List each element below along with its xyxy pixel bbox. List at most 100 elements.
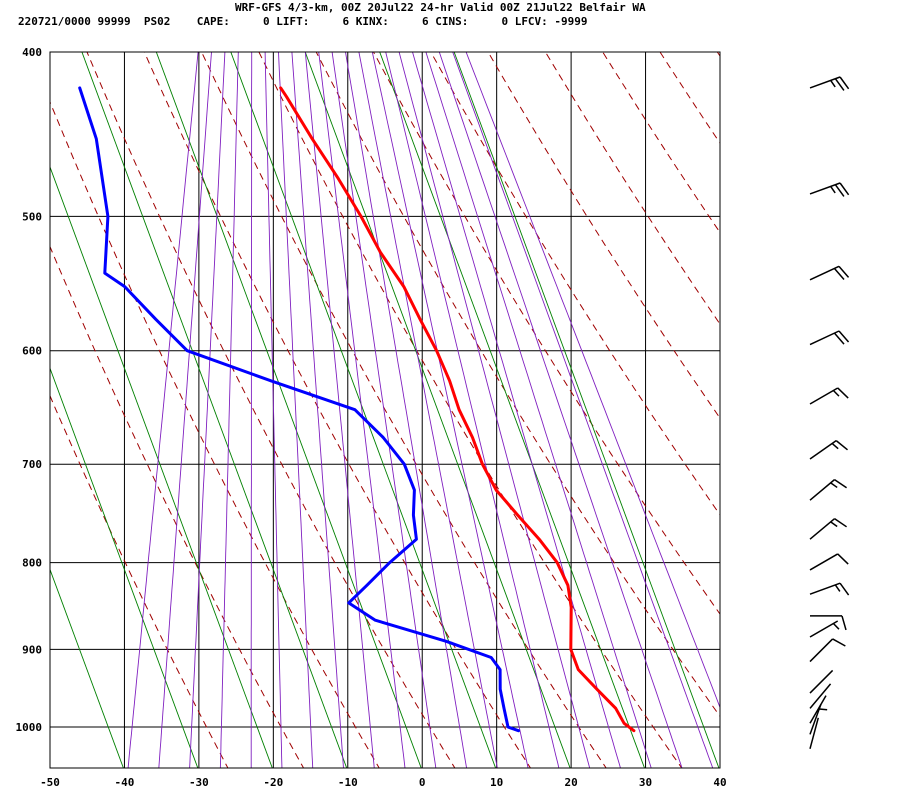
- plot-frame: [49, 51, 721, 769]
- wind-barb: [809, 582, 850, 596]
- sounding-indices: 220721/0000 99999 PS02 CAPE: 0 LIFT: 6 K…: [18, 15, 588, 28]
- p-tick-label: 500: [22, 210, 42, 223]
- barb-half-flag: [832, 389, 840, 397]
- x-tick-label: 30: [639, 776, 652, 789]
- barb-shaft: [809, 387, 839, 405]
- dry-adiabat: [659, 52, 720, 145]
- barb-half-flag: [830, 482, 838, 489]
- dry-adiabat: [487, 52, 720, 420]
- dry-adiabat: [372, 52, 720, 615]
- barb-shaft: [809, 582, 841, 595]
- axis-ticks: -50 -40 -30 -20 -10 0 10 20 30 40 400 500 600 700 800 9…: [16, 46, 727, 789]
- x-tick-label: -40: [115, 776, 135, 789]
- barb-flag: [834, 78, 845, 91]
- moist-adiabat: [398, 52, 591, 768]
- barb-shaft: [809, 182, 841, 195]
- wind-barb: [809, 683, 832, 709]
- p-tick-label: 1000: [16, 721, 43, 734]
- wind-barb: [809, 638, 846, 663]
- mixing-ratio-line: [304, 52, 571, 768]
- wind-barb: [809, 265, 850, 281]
- barb-half-flag: [832, 622, 840, 630]
- wind-barb: [809, 695, 827, 724]
- mixing-ratio-line: [379, 52, 645, 768]
- wind-barb: [809, 440, 848, 460]
- barb-half-flag: [834, 584, 841, 592]
- moist-adiabat: [278, 52, 314, 768]
- barb-half-flag: [830, 521, 838, 528]
- moist-adiabat: [452, 52, 714, 768]
- barb-shaft: [809, 717, 820, 749]
- moist-adiabat: [371, 52, 529, 768]
- chart-title: WRF-GFS 4/3-km, 00Z 20Jul22 24-hr Valid …: [235, 1, 646, 14]
- mixing-ratio-line: [50, 165, 273, 768]
- barb-flag: [837, 387, 849, 399]
- barb-shaft: [809, 553, 839, 571]
- mixing-ratio-line: [453, 52, 720, 768]
- dry-adiabat: [315, 52, 720, 718]
- p-tick-label: 700: [22, 458, 42, 471]
- p-tick-label: 400: [22, 46, 42, 59]
- moist-adiabat: [304, 52, 375, 768]
- barb-flag: [839, 582, 850, 596]
- moist-adiabat: [438, 52, 683, 768]
- barb-flag: [834, 479, 847, 489]
- wind-barb: [809, 553, 849, 571]
- dry-adiabat: [762, 33, 900, 770]
- barb-flag: [832, 638, 846, 647]
- p-tick-label: 800: [22, 557, 42, 570]
- moist-adiabat: [425, 52, 652, 768]
- moist-adiabat: [250, 52, 253, 768]
- mixing-ratio-line: [155, 52, 422, 768]
- barb-half-flag: [830, 79, 836, 88]
- moist-adiabat: [318, 52, 406, 768]
- x-tick-label: 40: [713, 776, 726, 789]
- dry-adiabat: [50, 245, 305, 768]
- wind-barb: [809, 330, 850, 346]
- wind-barb: [809, 387, 849, 405]
- moist-adiabat: [158, 52, 212, 768]
- dry-adiabat: [602, 52, 720, 234]
- barb-flag: [837, 553, 849, 565]
- barb-half-flag: [819, 708, 828, 711]
- mixing-ratio-line: [50, 568, 124, 768]
- barb-shaft: [809, 695, 827, 724]
- wind-barb: [810, 615, 847, 631]
- p-tick-label: 900: [22, 643, 42, 656]
- barb-flag: [841, 615, 847, 631]
- barb-flag: [833, 267, 845, 280]
- barb-flag: [833, 332, 845, 345]
- x-tick-label: -30: [189, 776, 209, 789]
- moist-adiabat: [412, 52, 621, 768]
- wind-barb: [809, 704, 828, 735]
- moist-adiabat: [358, 52, 498, 768]
- dry-adiabat: [716, 52, 720, 57]
- wind-barb: [809, 182, 850, 197]
- barb-flag: [839, 76, 850, 90]
- barb-shaft: [809, 479, 835, 501]
- moist-adiabat: [219, 52, 239, 768]
- x-tick-label: -50: [40, 776, 60, 789]
- dry-adiabat: [544, 52, 720, 325]
- barb-shaft: [809, 330, 840, 346]
- x-tick-label: 10: [490, 776, 503, 789]
- barb-shaft: [809, 620, 839, 638]
- wind-barbs: [809, 76, 850, 749]
- barb-shaft: [809, 76, 841, 89]
- barb-shaft: [809, 440, 837, 460]
- barb-flag: [838, 265, 850, 278]
- dry-adiabat: [50, 100, 380, 768]
- x-tick-label: -10: [338, 776, 358, 789]
- dry-adiabat: [86, 52, 456, 768]
- moist-adiabat: [264, 52, 283, 768]
- moist-adiabat: [189, 52, 226, 768]
- barb-shaft: [809, 265, 840, 281]
- x-tick-label: 0: [419, 776, 426, 789]
- wind-barb: [809, 669, 834, 694]
- moist-adiabat: [127, 52, 199, 768]
- moist-adiabat: [385, 52, 560, 768]
- barb-shaft: [809, 518, 835, 540]
- dry-adiabat: [201, 52, 607, 768]
- dry-adiabat: [258, 52, 683, 768]
- barb-shaft: [809, 638, 834, 663]
